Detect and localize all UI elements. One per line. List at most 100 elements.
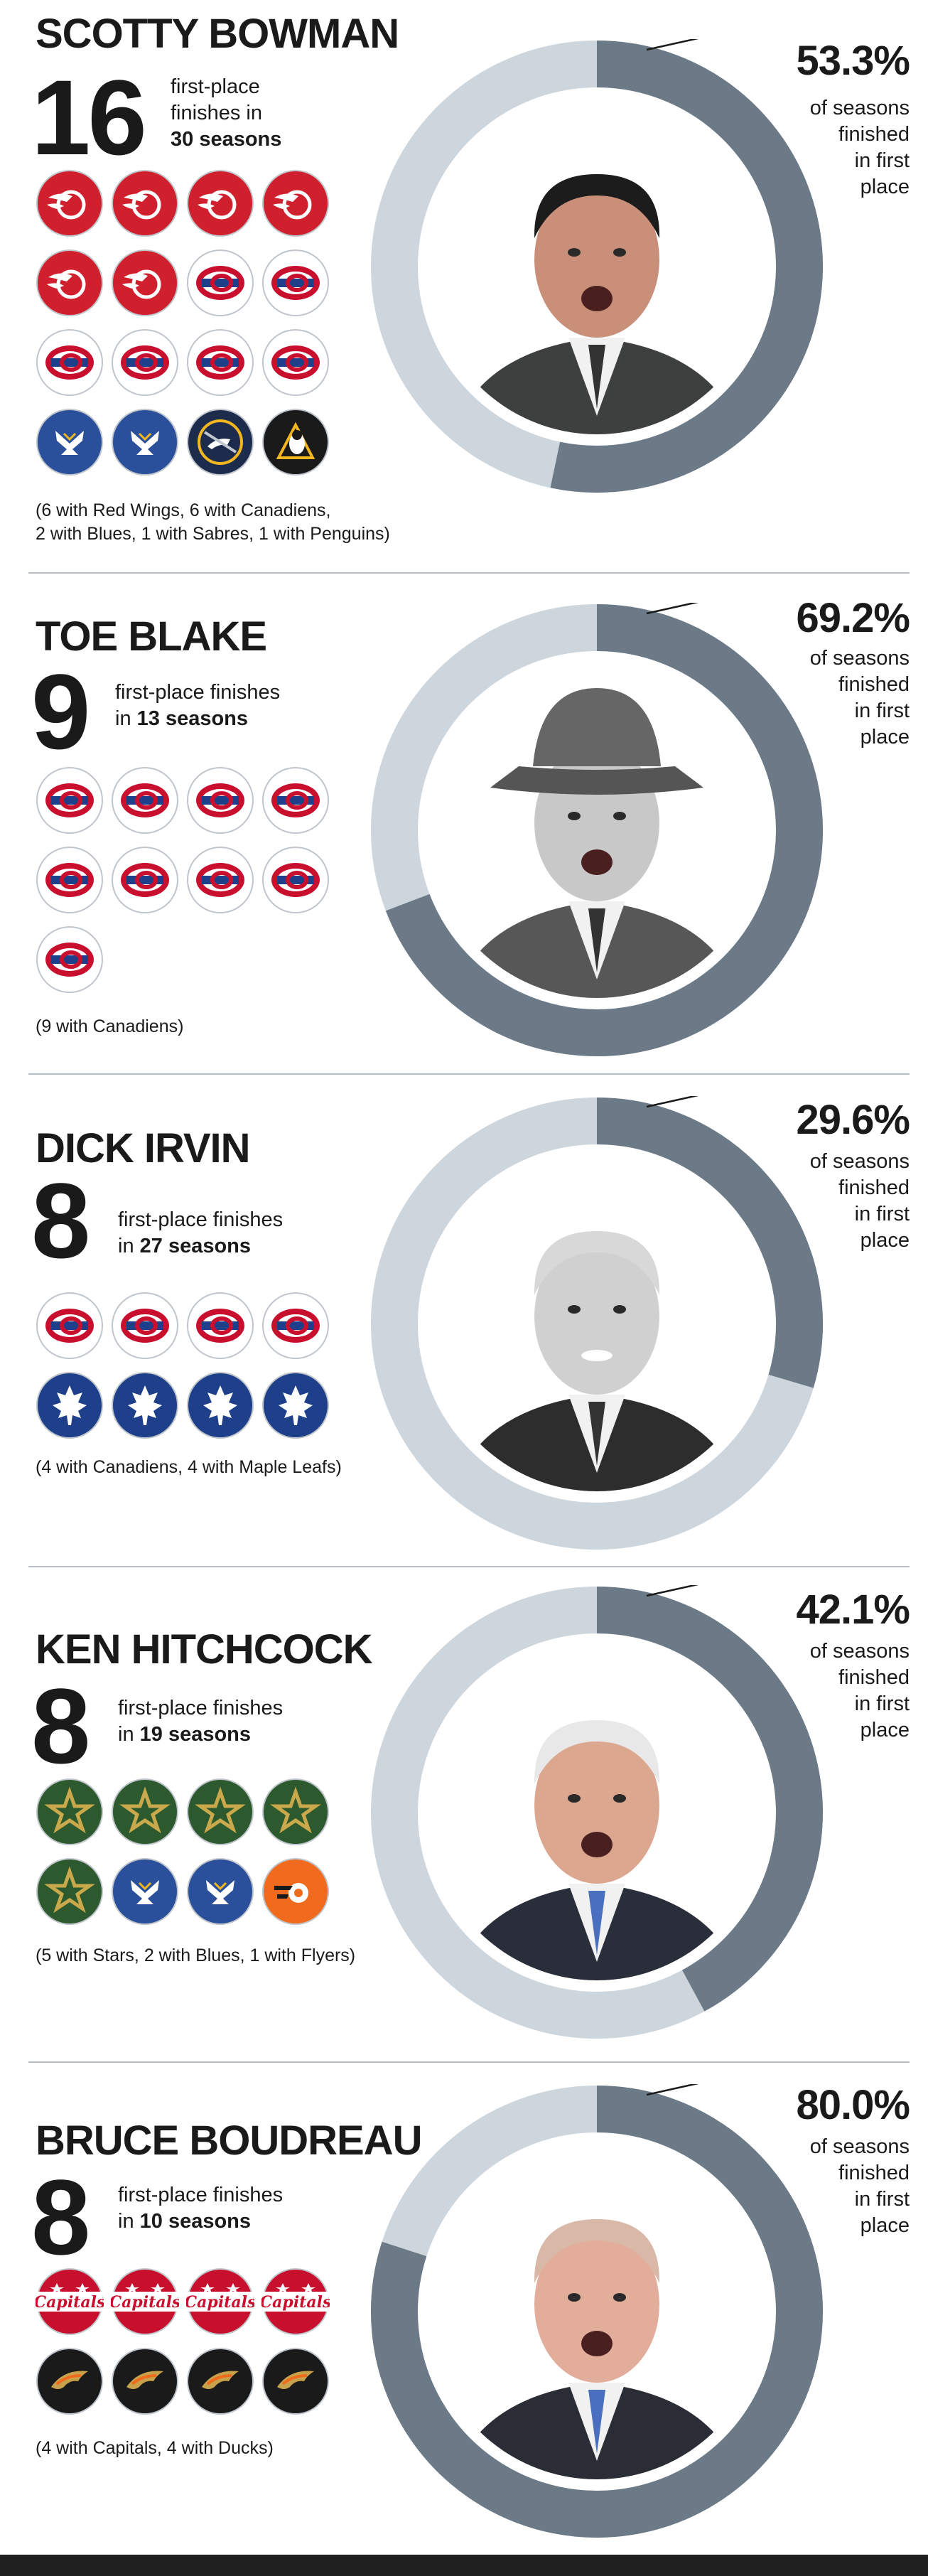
stars-logo-icon bbox=[186, 1778, 254, 1846]
donut-first-place-arc bbox=[371, 2086, 823, 2538]
coach-section-hitchcock: KEN HITCHCOCK 8 first-place finishes in … bbox=[0, 1567, 928, 2061]
percentage-caption-line: in first bbox=[854, 149, 910, 172]
leader-line bbox=[646, 1585, 699, 1597]
team-logo-grid bbox=[36, 169, 348, 482]
coach-section-bowman: SCOTTY BOWMAN 16 first-place finishes in… bbox=[0, 0, 928, 572]
canadiens-logo-icon bbox=[261, 766, 330, 834]
stars-logo-icon bbox=[36, 1778, 104, 1846]
percentage-caption: of seasons finished in first place bbox=[810, 2134, 910, 2239]
leader-line bbox=[646, 39, 699, 51]
percentage-value: 53.3% bbox=[796, 38, 910, 84]
team-breakdown-note: (4 with Capitals, 4 with Ducks) bbox=[36, 2438, 274, 2458]
percentage-caption-line: in first bbox=[854, 699, 910, 722]
donut-first-place-arc bbox=[550, 41, 823, 493]
svg-text:Capitals: Capitals bbox=[111, 2293, 179, 2312]
capitals-logo-icon: Capitals bbox=[109, 2268, 180, 2336]
red-wings-logo-icon bbox=[36, 169, 104, 237]
percentage-value: 80.0% bbox=[796, 2082, 910, 2128]
coach-photo bbox=[429, 2144, 765, 2479]
first-place-count: 9 bbox=[31, 652, 90, 771]
first-place-count: 8 bbox=[31, 2157, 90, 2277]
percentage-caption-line: finished bbox=[838, 1176, 910, 1199]
leader-line bbox=[646, 603, 699, 615]
percentage-caption-line: finished bbox=[838, 1666, 910, 1689]
canadiens-logo-icon bbox=[261, 328, 330, 397]
canadiens-logo-icon bbox=[36, 846, 104, 914]
canadiens-logo-icon bbox=[261, 249, 330, 317]
maple-leafs-logo-icon bbox=[111, 1371, 179, 1439]
coach-section-blake: TOE BLAKE 9 first-place finishes in 13 s… bbox=[0, 574, 928, 1072]
coach-photo bbox=[429, 99, 765, 434]
flyers-logo-icon bbox=[261, 1857, 330, 1926]
red-wings-logo-icon bbox=[36, 249, 104, 317]
ducks-logo-icon bbox=[186, 2347, 254, 2415]
team-breakdown-note: (4 with Canadiens, 4 with Maple Leafs) bbox=[36, 1457, 342, 1477]
coach-name: SCOTTY BOWMAN bbox=[36, 11, 399, 57]
percentage-caption-line: place bbox=[860, 2214, 910, 2237]
leader-line bbox=[646, 2084, 699, 2096]
percentage-caption-line: place bbox=[860, 1719, 910, 1742]
percentage-donut bbox=[371, 1096, 823, 1550]
donut-first-place-arc bbox=[385, 604, 823, 1056]
count-description: first-place finishes in 27 seasons bbox=[118, 1208, 284, 1257]
first-place-count: 16 bbox=[31, 58, 147, 177]
blues-logo-icon bbox=[186, 1857, 254, 1926]
percentage-caption-line: of seasons bbox=[809, 2135, 910, 2158]
capitals-logo-icon: Capitals bbox=[185, 2268, 256, 2336]
blues-logo-icon bbox=[36, 408, 104, 476]
coach-name: TOE BLAKE bbox=[36, 613, 267, 660]
percentage-caption-line: of seasons bbox=[809, 97, 910, 119]
donut-first-place-arc bbox=[596, 1098, 823, 1388]
percentage-caption-line: place bbox=[860, 726, 910, 748]
svg-text:Capitals: Capitals bbox=[186, 2293, 254, 2312]
footer-bar bbox=[0, 2555, 928, 2576]
red-wings-logo-icon bbox=[186, 169, 254, 237]
canadiens-logo-icon bbox=[36, 766, 104, 834]
blues-logo-icon bbox=[111, 408, 179, 476]
coach-photo bbox=[429, 1645, 765, 1980]
ducks-logo-icon bbox=[261, 2347, 330, 2415]
team-breakdown-note: (6 with Red Wings, 6 with Canadiens, 2 w… bbox=[36, 500, 390, 544]
coach-photo bbox=[429, 662, 765, 998]
red-wings-logo-icon bbox=[261, 169, 330, 237]
ducks-logo-icon bbox=[36, 2347, 104, 2415]
stars-logo-icon bbox=[261, 1778, 330, 1846]
count-description: first-place finishes in 19 seasons bbox=[118, 1697, 284, 1746]
percentage-caption-line: place bbox=[860, 1229, 910, 1252]
percentage-caption-line: in first bbox=[854, 1203, 910, 1225]
sabres-logo-icon bbox=[186, 408, 254, 476]
svg-text:Capitals: Capitals bbox=[36, 2293, 104, 2312]
maple-leafs-logo-icon bbox=[186, 1371, 254, 1439]
maple-leafs-logo-icon bbox=[261, 1371, 330, 1439]
team-logo-grid bbox=[36, 1778, 348, 1934]
coach-photo bbox=[429, 1156, 765, 1491]
coach-section-boudreau: BRUCE BOUDREAU 8 first-place finishes in… bbox=[0, 2063, 928, 2553]
coach-name: DICK IRVIN bbox=[36, 1125, 251, 1171]
team-logo-grid bbox=[36, 766, 348, 1001]
canadiens-logo-icon bbox=[261, 846, 330, 914]
percentage-caption-line: in first bbox=[854, 2188, 910, 2211]
canadiens-logo-icon bbox=[111, 1292, 179, 1360]
percentage-value: 69.2% bbox=[796, 595, 910, 641]
capitals-logo-icon: Capitals bbox=[34, 2268, 105, 2336]
team-logo-grid: Capitals Capitals Capitals Capitals bbox=[34, 2268, 348, 2424]
canadiens-logo-icon bbox=[186, 846, 254, 914]
team-logo-grid bbox=[36, 1292, 348, 1448]
red-wings-logo-icon bbox=[111, 169, 179, 237]
section-divider bbox=[28, 1566, 910, 1567]
capitals-logo-icon: Capitals bbox=[260, 2268, 331, 2336]
percentage-caption-line: finished bbox=[838, 673, 910, 696]
leader-line bbox=[646, 1096, 699, 1108]
stars-logo-icon bbox=[36, 1857, 104, 1926]
red-wings-logo-icon bbox=[111, 249, 179, 317]
coach-name: KEN HITCHCOCK bbox=[36, 1626, 373, 1673]
canadiens-logo-icon bbox=[186, 1292, 254, 1360]
donut-first-place-arc bbox=[596, 1587, 823, 2012]
section-divider bbox=[28, 2061, 910, 2063]
percentage-caption: of seasons finished in first place bbox=[810, 1149, 910, 1254]
maple-leafs-logo-icon bbox=[36, 1371, 104, 1439]
svg-text:Capitals: Capitals bbox=[261, 2293, 330, 2312]
first-place-count: 8 bbox=[31, 1161, 90, 1280]
percentage-caption: of seasons finished in first place bbox=[810, 1638, 910, 1744]
blues-logo-icon bbox=[111, 1857, 179, 1926]
